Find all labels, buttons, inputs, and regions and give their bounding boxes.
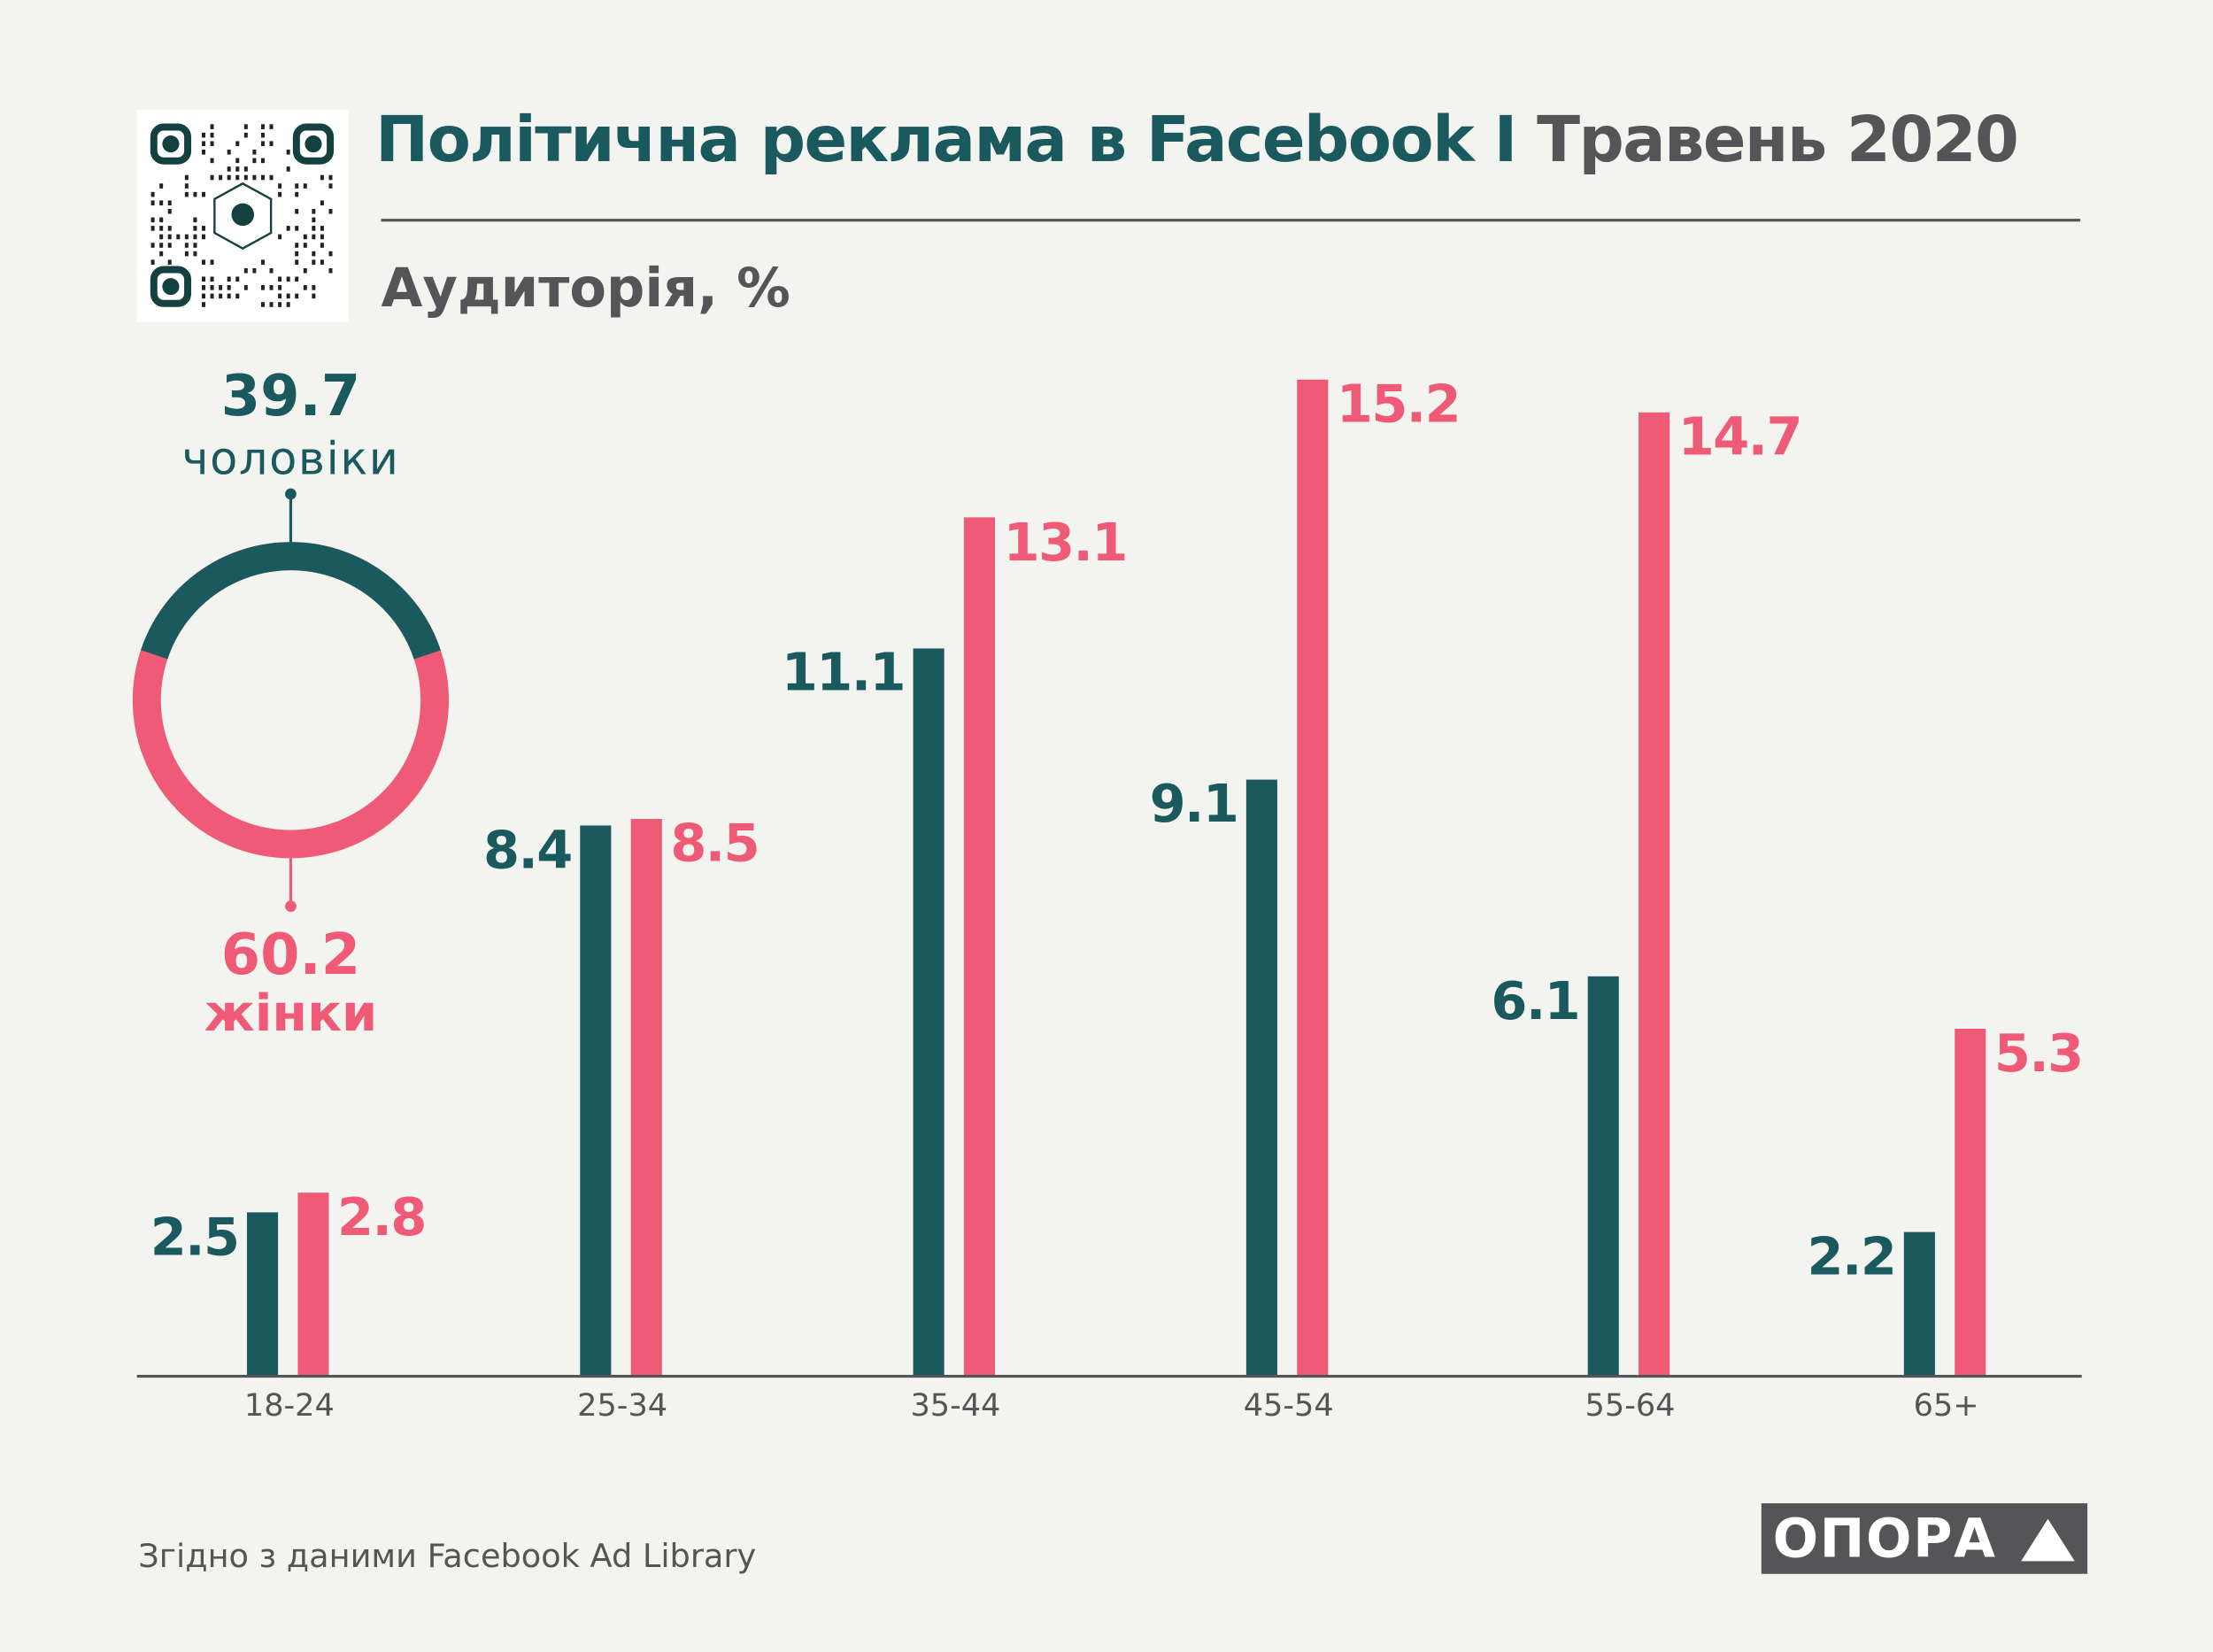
men-label: чоловіки <box>181 431 400 486</box>
bar-men-65+ <box>1903 1231 1935 1377</box>
opora-logo: ОПОРА <box>1761 1503 2088 1574</box>
men-leader-dot <box>285 488 297 500</box>
page-title: Політична реклама в Facebook І Травень 2… <box>375 101 2019 177</box>
category-label: 18-24 <box>243 1388 335 1424</box>
bar-women-25-34 <box>630 819 662 1377</box>
category-label: 45-54 <box>1243 1388 1334 1424</box>
bar-men-35-44 <box>913 648 945 1377</box>
bar-women-45-54 <box>1297 379 1329 1377</box>
x-axis <box>136 1374 2082 1378</box>
bar-men-25-34 <box>580 825 612 1377</box>
value-label-women: 14.7 <box>1677 406 1803 468</box>
bar-women-65+ <box>1955 1029 1986 1377</box>
bar-women-18-24 <box>297 1193 329 1377</box>
value-label-men: 6.1 <box>1491 970 1580 1031</box>
value-label-women: 2.8 <box>337 1186 427 1248</box>
donut-men <box>132 542 450 859</box>
bar-women-55-64 <box>1639 412 1670 1377</box>
divider <box>381 219 2081 222</box>
category-label: 35-44 <box>910 1388 1001 1424</box>
category-label: 65+ <box>1913 1388 1979 1424</box>
value-label-women: 15.2 <box>1336 374 1461 436</box>
logo-text: ОПОРА <box>1772 1507 1997 1570</box>
triangle-icon <box>2021 1518 2075 1562</box>
women-total-value: 60.2 <box>220 922 361 989</box>
value-label-men: 11.1 <box>781 643 906 704</box>
value-label-women: 13.1 <box>1003 511 1129 573</box>
value-label-women: 5.3 <box>1993 1023 2084 1085</box>
value-label-men: 2.5 <box>150 1207 240 1268</box>
value-label-women: 8.5 <box>670 813 760 875</box>
women-leader-dot <box>285 900 297 912</box>
bar-men-55-64 <box>1587 976 1619 1377</box>
value-label-men: 8.4 <box>483 820 573 881</box>
men-total-value: 39.7 <box>220 364 361 429</box>
bar-women-35-44 <box>963 517 996 1377</box>
category-label: 25-34 <box>577 1388 668 1424</box>
subtitle: Аудиторія, % <box>381 257 790 320</box>
women-label: жінки <box>204 984 378 1044</box>
bar-men-45-54 <box>1245 779 1277 1377</box>
value-label-men: 2.2 <box>1807 1226 1897 1287</box>
bar-men-18-24 <box>247 1212 279 1377</box>
category-label: 55-64 <box>1585 1388 1676 1424</box>
qr-code-icon <box>150 123 335 307</box>
source-note: Згідно з даними Facebook Ad Library <box>138 1538 757 1576</box>
qr-code[interactable] <box>136 110 349 322</box>
value-label-men: 9.1 <box>1149 774 1239 835</box>
